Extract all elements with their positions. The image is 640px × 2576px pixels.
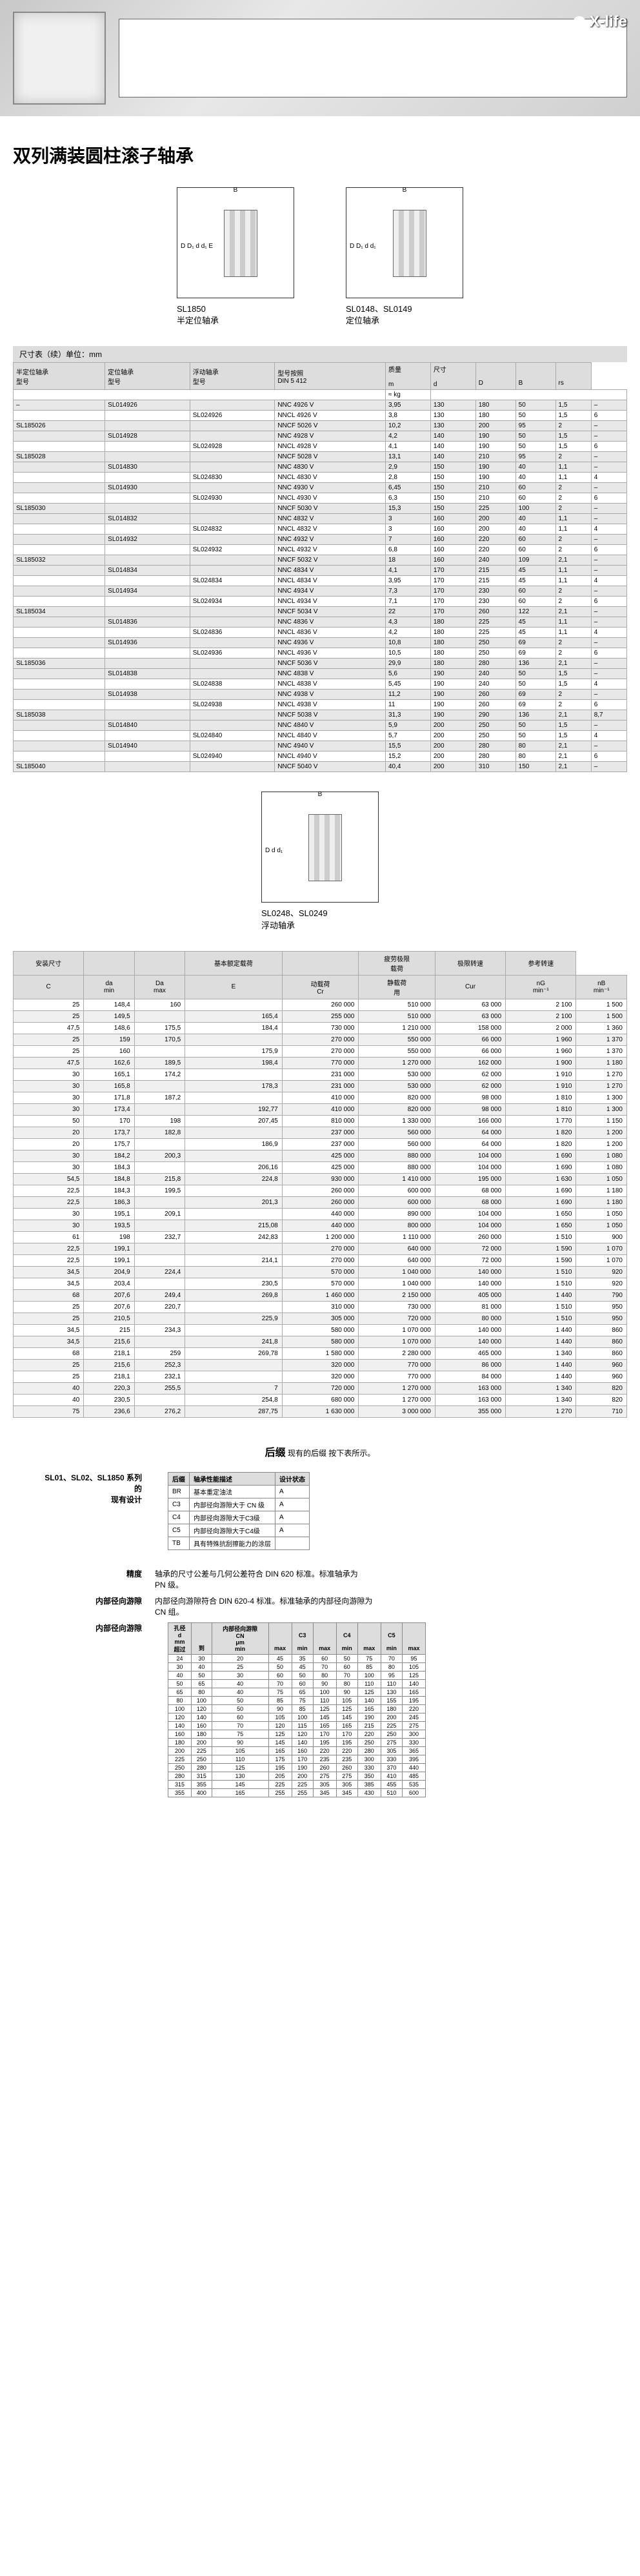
diagram-row-2: BD d d₁ SL0248、SL0249 浮动轴承 — [0, 792, 640, 931]
hero-banner: X-life — [0, 0, 640, 116]
bearing-image — [13, 12, 106, 105]
precision-label: 精度 — [39, 1568, 142, 1579]
precision-text: 轴承的尺寸公差与几何公差符合 DIN 620 标准。标准轴承为 PN 级。 — [155, 1568, 601, 1590]
xlife-logo: X-life — [573, 13, 627, 31]
clearance-label: 内部径向游隙 — [39, 1595, 142, 1606]
t1-caption: 尺寸表（续）单位：mm — [13, 346, 627, 362]
diag2-code: SL0148、SL0149 — [346, 304, 412, 314]
load-table: 安装尺寸基本额定载荷疲劳极限 载荷极限转速参考转速Cda minDa maxE动… — [13, 951, 627, 1418]
diag3-code: SL0248、SL0249 — [261, 908, 328, 918]
diagram-sl1850: BD D₁ d d₁ E — [177, 187, 294, 298]
suffix-desc: 现有的后缀 按下表所示。 — [288, 1449, 375, 1458]
diag2-name: 定位轴承 — [346, 316, 379, 325]
diag1-code: SL1850 — [177, 304, 206, 314]
suffix-title: 后缀 — [265, 1447, 286, 1458]
clearance-text: 内部径向游隙符合 DIN 620-4 标准。标准轴承的内部径向游隙为 CN 组。 — [155, 1595, 601, 1617]
page-title: 双列满装圆柱滚子轴承 — [13, 142, 640, 168]
bearing-diagram — [119, 19, 627, 97]
diagram-sl0248: BD d d₁ — [261, 792, 379, 903]
diagram-sl0148: BD D₁ d d₁ — [346, 187, 463, 298]
diag3-name: 浮动轴承 — [261, 921, 295, 930]
diag1-name: 半定位轴承 — [177, 316, 219, 325]
suffix-label: SL01、SL02、SL1850 系列的 现有设计 — [39, 1472, 142, 1505]
tolerance-table: 孔径 d mm 超过 到内部径向游隙 CN μm min max C3 min … — [168, 1622, 426, 1797]
diagram-row-1: BD D₁ d d₁ E SL1850 半定位轴承 BD D₁ d d₁ SL01… — [0, 187, 640, 327]
suffix-table: 后缀轴承性能描述设计状态BR基本重定油法AC3内部径向游隙大于 CN 级AC4内… — [168, 1472, 310, 1550]
dimension-table: 半定位轴承 型号定位轴承 型号浮动轴承 型号型号按照 DIN 5 412质量 m… — [13, 362, 627, 772]
tol-label: 内部径向游隙 — [39, 1622, 142, 1633]
